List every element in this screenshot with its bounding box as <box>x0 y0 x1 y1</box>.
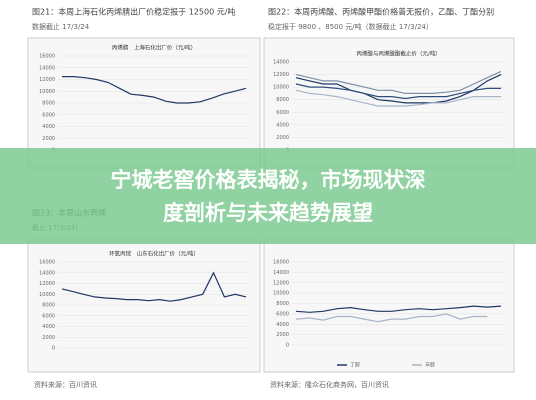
source: 资料来源：百川资讯 <box>34 380 97 389</box>
y-tick-label: 14000 <box>39 65 55 71</box>
y-tick-label: 2000 <box>42 335 55 341</box>
chart-title: 图22：本周丙烯酸、丙烯酸甲酯价格普无报价，乙酯、丁酯分别 <box>268 7 494 17</box>
y-tick-label: 14000 <box>273 270 289 276</box>
y-tick-label: 16000 <box>39 260 55 266</box>
series-line <box>61 271 247 302</box>
y-tick-label: 8000 <box>42 303 55 309</box>
banner-line: 宁城老窖价格表揭秘，市场现状深 <box>111 168 426 192</box>
y-tick-label: 6000 <box>42 313 55 319</box>
y-tick-label: 6000 <box>42 112 55 118</box>
series-line <box>295 89 501 107</box>
y-tick-label: 4000 <box>276 322 289 328</box>
y-tick-label: 0 <box>52 346 55 352</box>
series-line <box>295 74 502 104</box>
banner-line: 度剖析与未来趋势展望 <box>163 201 373 225</box>
y-tick-label: 8000 <box>276 301 289 307</box>
series-line <box>295 305 502 313</box>
chart-title: 图21：本周上海石化丙烯腈出厂价稳定报于 12500 元/吨 <box>32 7 235 17</box>
series-line <box>295 313 488 323</box>
chart-subtitle: 数据截止 17/3/24 <box>32 22 90 31</box>
legend-label: 丁醇 <box>350 362 360 369</box>
y-tick-label: 10000 <box>273 291 289 297</box>
panel <box>27 239 261 373</box>
y-tick-label: 16000 <box>39 54 55 60</box>
y-tick-label: 4000 <box>42 324 55 330</box>
inner-title: 环氧丙烷 山东石化出厂价（元/吨） <box>109 250 199 258</box>
y-tick-label: 0 <box>286 343 289 349</box>
y-tick-label: 16000 <box>273 260 289 266</box>
series-line <box>295 83 501 100</box>
y-tick-label: 8000 <box>42 101 55 107</box>
inner-title: 丙烯腈 上海石化出厂价（元/吨） <box>112 44 196 52</box>
y-tick-label: 14000 <box>39 270 55 276</box>
chart-subtitle: 稳定报于 9800 、8500 元/吨（数据截止 17/3/24） <box>268 22 433 31</box>
y-tick-label: 6000 <box>276 311 289 317</box>
y-tick-label: 10000 <box>273 85 289 91</box>
y-tick-label: 2000 <box>42 136 55 142</box>
y-tick-label: 10000 <box>39 89 55 95</box>
inner-title: 丙烯酸与丙烯酸酯截止价（元/吨） <box>356 50 440 58</box>
y-tick-label: 12000 <box>273 280 289 286</box>
y-tick-label: 12000 <box>39 77 55 83</box>
y-tick-label: 4000 <box>276 122 289 128</box>
banner <box>0 148 536 244</box>
y-tick-label: 4000 <box>42 124 55 130</box>
y-tick-label: 8000 <box>276 97 289 103</box>
y-tick-label: 2000 <box>276 332 289 338</box>
y-tick-label: 10000 <box>39 292 55 298</box>
panel <box>263 37 515 169</box>
y-tick-label: 6000 <box>276 110 289 116</box>
series-line <box>62 76 247 104</box>
y-tick-label: 2000 <box>276 135 289 141</box>
y-tick-label: 14000 <box>273 60 289 66</box>
y-tick-label: 12000 <box>39 281 55 287</box>
source: 资料来源：隆众石化商务网，百川资讯 <box>270 380 389 389</box>
legend-label: 辛醇 <box>425 362 435 369</box>
series-line <box>295 70 502 94</box>
y-tick-label: 12000 <box>273 72 289 78</box>
